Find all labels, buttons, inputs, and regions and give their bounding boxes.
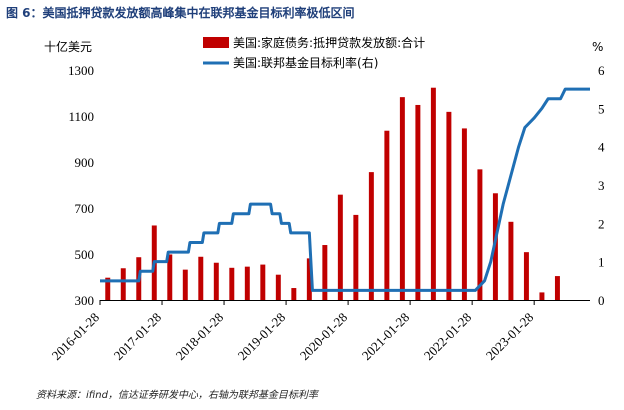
fed-rate-line [100,87,590,292]
mortgage-bar [337,194,343,300]
mortgage-bar [244,266,250,300]
mortgage-bar [229,267,235,300]
right-tick-label: 4 [598,140,605,155]
legend-label-mortgage: 美国:家庭债务:抵押贷款发放额:合计 [233,35,425,50]
mortgage-bars [105,87,560,301]
legend: 美国:家庭债务:抵押贷款发放额:合计 美国:联邦基金目标利率(右) [203,35,425,70]
x-tick-label: 2022-01-28 [421,310,475,364]
mortgage-bar [353,214,359,300]
mortgage-bar [105,277,111,300]
x-tick-label: 2021-01-28 [359,310,413,364]
mortgage-bar [554,276,560,300]
mortgage-bar [368,172,374,300]
mortgage-bar [461,128,467,300]
x-tick-label: 2023-01-28 [483,310,537,364]
mortgage-bar [120,268,126,300]
mortgage-bar [198,256,204,300]
left-tick-label: 500 [75,247,95,262]
left-axis-unit: 十亿美元 [44,39,92,54]
right-tick-label: 3 [598,178,605,193]
right-tick-label: 1 [598,255,605,270]
right-tick-label: 2 [598,216,605,231]
right-tick-label: 0 [598,293,605,308]
right-axis-unit: % [592,40,603,54]
source-note: 资料来源：ifind，信达证券研发中心，右轴为联邦基金目标利率 [36,390,318,401]
left-tick-label: 1300 [68,63,94,78]
left-axis-ticks: 300 500 700 900 1100 1300 [68,63,94,308]
mortgage-bar [508,221,514,300]
x-tick-label: 2019-01-28 [235,310,289,364]
left-tick-label: 700 [75,201,95,216]
right-tick-label: 6 [598,63,605,78]
x-tick-label: 2020-01-28 [297,310,351,364]
mortgage-bar [399,97,405,300]
mortgage-bar [415,104,421,301]
x-tick-label: 2017-01-28 [111,310,165,364]
mortgage-bar [260,264,266,300]
mortgage-bar [167,254,173,300]
left-tick-label: 300 [75,293,95,308]
x-axis-ticks: 2016-01-28 2017-01-28 2018-01-28 2019-01-28… [49,300,537,364]
mortgage-bar [322,245,328,300]
mortgage-bar [275,274,281,300]
right-tick-label: 5 [598,101,605,116]
mortgage-bar [446,111,452,300]
mortgage-bar [213,262,219,300]
left-tick-label: 900 [75,155,95,170]
x-tick-label: 2018-01-28 [173,310,227,364]
left-tick-label: 1100 [68,109,94,124]
mortgage-bar [306,258,312,300]
mortgage-bar [477,169,483,300]
mortgage-bar [539,292,545,300]
legend-label-fed-rate: 美国:联邦基金目标利率(右) [233,55,378,70]
mortgage-bar [430,87,436,301]
figure-title: 图 6：美国抵押贷款发放额高峰集中在联邦基金目标利率极低区间 [6,6,355,20]
mortgage-bar [291,288,297,300]
mortgage-bar [384,130,390,300]
mortgage-bar [523,252,529,300]
x-tick-label: 2016-01-28 [49,310,103,364]
legend-swatch-bar [203,37,229,48]
right-axis-ticks: 0 1 2 3 4 5 6 [598,63,605,308]
mortgage-bar [182,269,188,300]
